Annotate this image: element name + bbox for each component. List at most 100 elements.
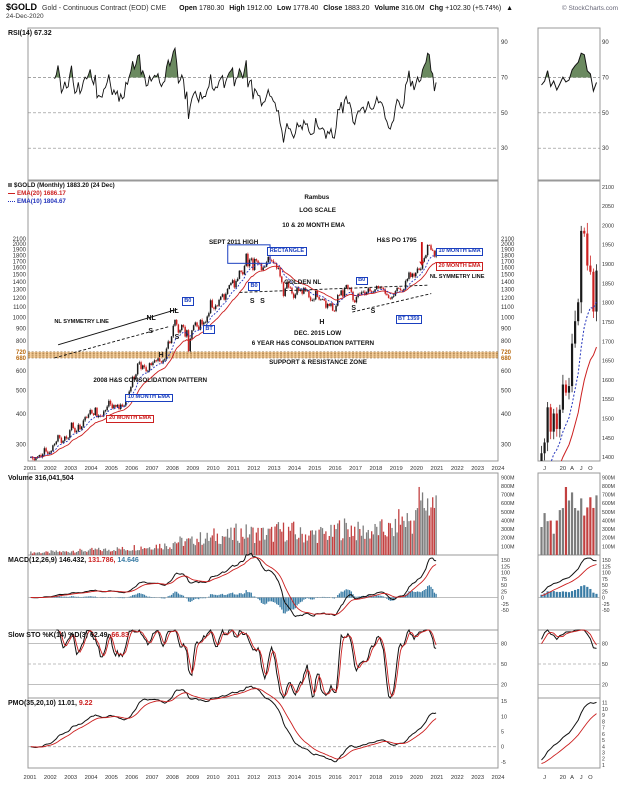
svg-text:4: 4 [602,744,605,750]
svg-text:50: 50 [501,111,508,117]
candle-swatch-icon [8,183,12,187]
svg-text:70: 70 [501,75,508,81]
svg-text:2002: 2002 [44,775,57,781]
svg-text:680: 680 [16,356,27,362]
svg-text:2003: 2003 [64,466,77,472]
svg-text:1900: 1900 [13,248,27,254]
svg-text:2050: 2050 [602,204,614,210]
svg-text:2: 2 [602,757,605,763]
svg-text:1100: 1100 [13,305,27,311]
svg-text:1600: 1600 [602,378,614,384]
svg-text:300M: 300M [602,527,615,533]
close-value: 1883.20 [344,5,370,12]
svg-text:2011: 2011 [227,466,239,472]
svg-text:2023: 2023 [471,466,484,472]
svg-text:1500: 1500 [602,417,614,423]
sto-panel-label: Slow STO %K(14) %D(3) 62.49, 66.83 [8,632,129,639]
svg-text:2011: 2011 [227,775,239,781]
svg-text:2020: 2020 [410,466,423,472]
svg-text:1950: 1950 [602,243,614,249]
svg-text:20: 20 [602,682,608,688]
svg-text:2009: 2009 [186,466,199,472]
svg-text:10: 10 [501,714,507,720]
chart-area[interactable]: 90 90 70 70 50 50 30 30 2100 2100 2000 2000 1900 1900… [0,26,624,792]
svg-text:2012: 2012 [247,775,260,781]
svg-text:J: J [543,466,546,472]
chg-value: +102.30 (+5.74%) [445,5,502,12]
svg-text:2008: 2008 [166,775,179,781]
volume-value: 316.0M [401,5,425,12]
svg-text:J: J [543,775,546,781]
svg-text:200M: 200M [501,536,515,542]
svg-text:500M: 500M [501,510,515,516]
svg-text:400M: 400M [501,518,515,524]
svg-text:500M: 500M [602,510,615,516]
svg-text:2007: 2007 [146,466,159,472]
svg-text:2017: 2017 [349,775,362,781]
svg-text:100M: 100M [501,544,515,550]
svg-text:100M: 100M [602,544,615,550]
svg-text:O: O [588,775,593,781]
svg-text:300M: 300M [501,527,515,533]
svg-text:15: 15 [501,699,507,705]
svg-text:1800: 1800 [501,253,515,259]
volume-label: Volume [374,5,400,12]
pmo-panel-label: PMO(35,20,10) 11.01, 9.22 [8,700,93,707]
svg-text:3: 3 [602,751,605,757]
svg-text:1550: 1550 [602,397,614,403]
svg-text:2001: 2001 [24,466,37,472]
svg-text:1700: 1700 [501,259,515,265]
svg-text:J: J [580,775,583,781]
svg-text:1900: 1900 [501,248,515,254]
svg-text:100: 100 [602,571,611,577]
svg-text:50: 50 [602,662,608,668]
svg-text:2000: 2000 [501,242,515,248]
svg-text:2024: 2024 [492,466,506,472]
svg-text:800M: 800M [501,484,515,490]
svg-text:900: 900 [16,326,27,332]
svg-text:1400: 1400 [13,280,27,286]
svg-text:400: 400 [501,412,512,418]
svg-text:-25: -25 [501,602,509,608]
low-value: 1778.40 [292,5,319,12]
svg-text:1700: 1700 [13,259,27,265]
svg-text:0: 0 [501,596,504,602]
svg-text:2003: 2003 [64,775,77,781]
svg-text:800: 800 [501,339,512,345]
svg-text:2100: 2100 [501,237,515,243]
svg-text:11: 11 [602,701,607,707]
svg-text:8: 8 [602,719,605,725]
svg-text:2016: 2016 [329,466,342,472]
svg-text:2014: 2014 [288,775,302,781]
chg-label: Chg [429,5,444,12]
svg-text:125: 125 [602,564,611,570]
svg-text:2018: 2018 [369,775,382,781]
svg-text:2012: 2012 [247,466,260,472]
chg-up-arrow-icon: ▲ [506,5,514,12]
ema20-line-icon [8,192,15,194]
svg-text:2001: 2001 [24,775,37,781]
svg-text:20: 20 [560,775,566,781]
svg-text:20: 20 [501,682,507,688]
svg-text:800M: 800M [602,484,615,490]
svg-text:A: A [570,466,574,472]
svg-text:700M: 700M [501,493,515,499]
svg-text:900M: 900M [602,475,615,481]
svg-text:2019: 2019 [390,775,403,781]
svg-text:2100: 2100 [13,237,27,243]
svg-text:800: 800 [16,339,27,345]
svg-text:300: 300 [501,442,512,448]
svg-text:10: 10 [602,707,608,713]
svg-text:2016: 2016 [329,775,342,781]
rsi-label: RSI(14) 67.32 [8,30,52,37]
quote-bar: Open 1780.30 High 1912.00 Low 1778.40 Cl… [179,5,516,12]
svg-text:1700: 1700 [602,339,614,345]
svg-text:600: 600 [501,369,512,375]
high-value: 1912.00 [246,5,273,12]
svg-text:80: 80 [501,642,507,648]
svg-text:150: 150 [501,558,510,564]
svg-text:90: 90 [501,40,508,46]
svg-text:200M: 200M [602,536,615,542]
